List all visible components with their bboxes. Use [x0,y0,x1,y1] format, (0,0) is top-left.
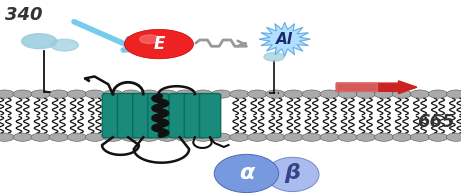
Circle shape [139,133,158,141]
Text: 340: 340 [5,6,42,24]
Circle shape [193,90,213,98]
Circle shape [283,133,302,141]
Circle shape [0,90,14,98]
Ellipse shape [214,154,278,192]
Circle shape [124,29,193,59]
Circle shape [391,90,411,98]
FancyBboxPatch shape [132,93,154,138]
Circle shape [283,90,302,98]
Circle shape [301,90,320,98]
Circle shape [409,133,429,141]
Circle shape [319,133,338,141]
Circle shape [373,90,393,98]
FancyBboxPatch shape [148,93,169,138]
Circle shape [229,133,249,141]
Circle shape [247,90,267,98]
FancyArrow shape [336,81,416,94]
Circle shape [121,90,140,98]
Circle shape [427,133,447,141]
Circle shape [301,133,320,141]
Circle shape [445,90,463,98]
Circle shape [409,90,429,98]
Circle shape [427,90,447,98]
Circle shape [22,34,56,49]
Text: β: β [284,163,300,183]
Circle shape [67,90,86,98]
Ellipse shape [265,157,319,192]
Circle shape [247,133,267,141]
Circle shape [13,133,32,141]
FancyBboxPatch shape [102,93,123,138]
Circle shape [229,90,249,98]
Circle shape [85,90,104,98]
Circle shape [49,90,69,98]
Circle shape [338,90,357,98]
FancyBboxPatch shape [117,93,138,138]
Circle shape [319,90,338,98]
Circle shape [211,90,231,98]
Text: 665: 665 [416,113,453,131]
FancyBboxPatch shape [169,93,190,138]
Circle shape [103,90,122,98]
Circle shape [391,133,411,141]
Circle shape [121,133,140,141]
FancyBboxPatch shape [199,93,220,138]
Circle shape [193,133,213,141]
Circle shape [157,133,176,141]
FancyArrow shape [336,83,376,91]
Circle shape [67,133,86,141]
Circle shape [139,90,158,98]
Circle shape [265,133,285,141]
Circle shape [103,133,122,141]
Circle shape [50,39,78,51]
Circle shape [445,133,463,141]
Circle shape [373,133,393,141]
Circle shape [338,133,357,141]
Text: α: α [238,163,254,183]
Circle shape [355,133,375,141]
Circle shape [85,133,104,141]
Circle shape [263,53,284,61]
FancyBboxPatch shape [184,93,205,138]
Circle shape [31,90,50,98]
Circle shape [139,35,160,44]
Circle shape [211,133,231,141]
Text: E: E [153,35,164,53]
Circle shape [0,133,14,141]
Circle shape [31,133,50,141]
Circle shape [49,133,69,141]
Polygon shape [259,23,309,56]
Circle shape [13,90,32,98]
Circle shape [355,90,375,98]
Circle shape [175,90,194,98]
Circle shape [157,90,176,98]
Text: Al: Al [275,32,293,47]
Circle shape [265,90,285,98]
Circle shape [175,133,194,141]
